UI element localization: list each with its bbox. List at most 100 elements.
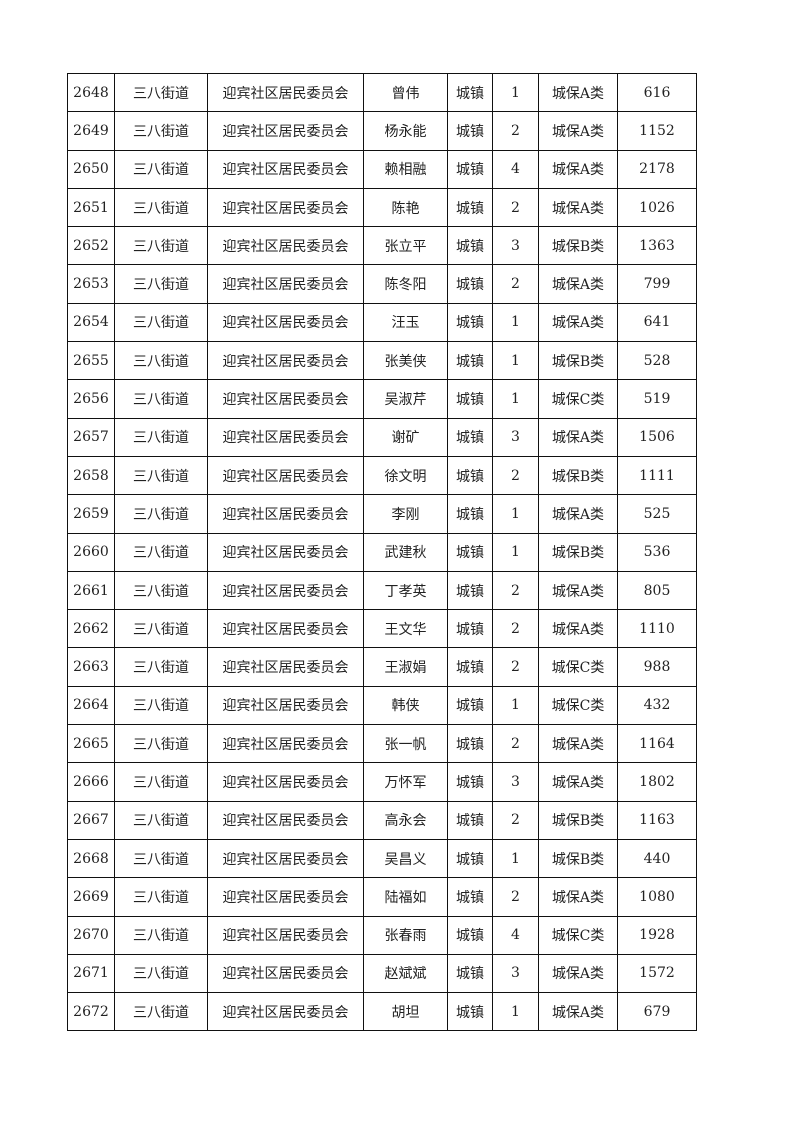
household-size-cell: 1 [492, 992, 539, 1032]
row-number-cell: 2660 [67, 532, 115, 572]
amount-cell: 805 [617, 570, 697, 611]
household-size-cell: 4 [492, 149, 539, 189]
records-table: 2648 三八街道 迎宾社区居民委员会 曾伟 城镇 1 城保A类 616 2649 三八街道 迎宾社… [67, 72, 697, 1032]
amount-cell: 1111 [617, 455, 697, 496]
area-type-cell: 城镇 [447, 341, 493, 381]
name-cell: 丁孝英 [363, 570, 448, 611]
table-row: 2654 三八街道 迎宾社区居民委员会 汪玉 城镇 1 城保A类 641 [67, 302, 697, 343]
street-cell: 三八街道 [114, 992, 208, 1032]
name-cell: 陈艳 [363, 187, 448, 228]
amount-cell: 536 [617, 532, 697, 572]
area-type-cell: 城镇 [447, 532, 493, 572]
household-size-cell: 2 [492, 800, 539, 840]
household-size-cell: 1 [492, 838, 539, 879]
category-cell: 城保A类 [538, 72, 618, 113]
amount-cell: 1802 [617, 762, 697, 802]
area-type-cell: 城镇 [447, 187, 493, 228]
street-cell: 三八街道 [114, 149, 208, 189]
category-cell: 城保C类 [538, 915, 618, 955]
committee-cell: 迎宾社区居民委员会 [207, 800, 364, 840]
household-size-cell: 2 [492, 647, 539, 687]
row-number-cell: 2649 [67, 111, 115, 151]
table-row: 2666 三八街道 迎宾社区居民委员会 万怀军 城镇 3 城保A类 1802 [67, 762, 697, 802]
area-type-cell: 城镇 [447, 609, 493, 649]
table-row: 2650 三八街道 迎宾社区居民委员会 赖相融 城镇 4 城保A类 2178 [67, 149, 697, 189]
row-number-cell: 2659 [67, 494, 115, 534]
table-row: 2652 三八街道 迎宾社区居民委员会 张立平 城镇 3 城保B类 1363 [67, 226, 697, 266]
name-cell: 吴淑芹 [363, 379, 448, 419]
row-number-cell: 2667 [67, 800, 115, 840]
street-cell: 三八街道 [114, 570, 208, 611]
amount-cell: 2178 [617, 149, 697, 189]
committee-cell: 迎宾社区居民委员会 [207, 494, 364, 534]
committee-cell: 迎宾社区居民委员会 [207, 992, 364, 1032]
committee-cell: 迎宾社区居民委员会 [207, 953, 364, 994]
row-number-cell: 2664 [67, 685, 115, 726]
committee-cell: 迎宾社区居民委员会 [207, 264, 364, 304]
household-size-cell: 4 [492, 915, 539, 955]
committee-cell: 迎宾社区居民委员会 [207, 187, 364, 228]
row-number-cell: 2654 [67, 302, 115, 343]
street-cell: 三八街道 [114, 953, 208, 994]
amount-cell: 440 [617, 838, 697, 879]
table-row: 2672 三八街道 迎宾社区居民委员会 胡坦 城镇 1 城保A类 679 [67, 992, 697, 1032]
row-number-cell: 2666 [67, 762, 115, 802]
amount-cell: 1363 [617, 226, 697, 266]
category-cell: 城保A类 [538, 762, 618, 802]
name-cell: 陈冬阳 [363, 264, 448, 304]
area-type-cell: 城镇 [447, 379, 493, 419]
category-cell: 城保A类 [538, 494, 618, 534]
committee-cell: 迎宾社区居民委员会 [207, 226, 364, 266]
name-cell: 李刚 [363, 494, 448, 534]
row-number-cell: 2655 [67, 341, 115, 381]
category-cell: 城保A类 [538, 877, 618, 917]
amount-cell: 1164 [617, 724, 697, 764]
category-cell: 城保B类 [538, 226, 618, 266]
row-number-cell: 2650 [67, 149, 115, 189]
table-row: 2648 三八街道 迎宾社区居民委员会 曾伟 城镇 1 城保A类 616 [67, 72, 697, 113]
area-type-cell: 城镇 [447, 226, 493, 266]
category-cell: 城保B类 [538, 800, 618, 840]
area-type-cell: 城镇 [447, 800, 493, 840]
table-row: 2669 三八街道 迎宾社区居民委员会 陆福如 城镇 2 城保A类 1080 [67, 877, 697, 917]
area-type-cell: 城镇 [447, 111, 493, 151]
street-cell: 三八街道 [114, 72, 208, 113]
table-row: 2671 三八街道 迎宾社区居民委员会 赵斌斌 城镇 3 城保A类 1572 [67, 953, 697, 994]
committee-cell: 迎宾社区居民委员会 [207, 455, 364, 496]
household-size-cell: 3 [492, 762, 539, 802]
committee-cell: 迎宾社区居民委员会 [207, 762, 364, 802]
table-row: 2661 三八街道 迎宾社区居民委员会 丁孝英 城镇 2 城保A类 805 [67, 570, 697, 611]
household-size-cell: 2 [492, 877, 539, 917]
name-cell: 赖相融 [363, 149, 448, 189]
street-cell: 三八街道 [114, 532, 208, 572]
table-body: 2648 三八街道 迎宾社区居民委员会 曾伟 城镇 1 城保A类 616 2649 三八街道 迎宾社… [67, 72, 697, 1032]
area-type-cell: 城镇 [447, 570, 493, 611]
committee-cell: 迎宾社区居民委员会 [207, 302, 364, 343]
committee-cell: 迎宾社区居民委员会 [207, 685, 364, 726]
category-cell: 城保B类 [538, 455, 618, 496]
area-type-cell: 城镇 [447, 302, 493, 343]
area-type-cell: 城镇 [447, 149, 493, 189]
street-cell: 三八街道 [114, 341, 208, 381]
street-cell: 三八街道 [114, 609, 208, 649]
household-size-cell: 1 [492, 494, 539, 534]
row-number-cell: 2651 [67, 187, 115, 228]
street-cell: 三八街道 [114, 226, 208, 266]
street-cell: 三八街道 [114, 302, 208, 343]
street-cell: 三八街道 [114, 111, 208, 151]
household-size-cell: 2 [492, 111, 539, 151]
street-cell: 三八街道 [114, 762, 208, 802]
street-cell: 三八街道 [114, 877, 208, 917]
household-size-cell: 1 [492, 532, 539, 572]
row-number-cell: 2657 [67, 417, 115, 457]
household-size-cell: 2 [492, 609, 539, 649]
name-cell: 张春雨 [363, 915, 448, 955]
area-type-cell: 城镇 [447, 915, 493, 955]
amount-cell: 1152 [617, 111, 697, 151]
committee-cell: 迎宾社区居民委员会 [207, 647, 364, 687]
table-row: 2662 三八街道 迎宾社区居民委员会 王文华 城镇 2 城保A类 1110 [67, 609, 697, 649]
category-cell: 城保A类 [538, 111, 618, 151]
category-cell: 城保B类 [538, 341, 618, 381]
street-cell: 三八街道 [114, 455, 208, 496]
category-cell: 城保A类 [538, 302, 618, 343]
